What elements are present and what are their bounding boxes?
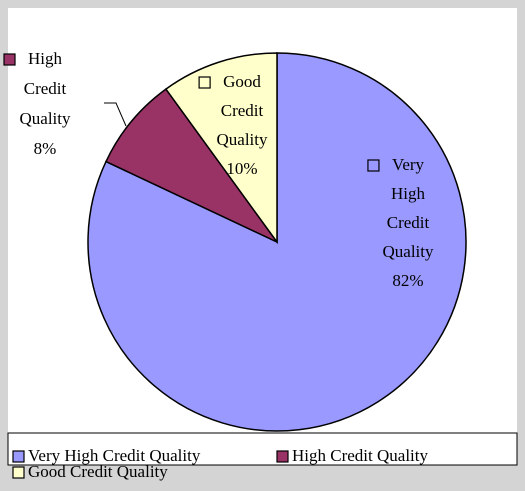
data-label-key [3,53,16,66]
data-label: Good Credit Quality [217,72,268,149]
legend-label: High Credit Quality [292,446,428,465]
data-label-value: 8% [34,139,57,158]
pie-slice [164,52,278,245]
data-label-key [198,76,211,89]
leader-line [104,102,127,127]
legend-key [12,466,25,479]
data-label-key [367,159,380,172]
legend-key [276,450,289,463]
data-label: Very High Credit Quality [383,155,434,261]
legend-key [12,450,25,463]
legend-box [7,432,518,466]
data-label-value: 10% [226,159,257,178]
legend-label: Good Credit Quality [28,462,168,481]
legend-label: Very High Credit Quality [28,446,201,465]
pie-slice [104,88,278,243]
data-label-value: 82% [392,271,423,290]
data-label: High Credit Quality [20,49,71,128]
